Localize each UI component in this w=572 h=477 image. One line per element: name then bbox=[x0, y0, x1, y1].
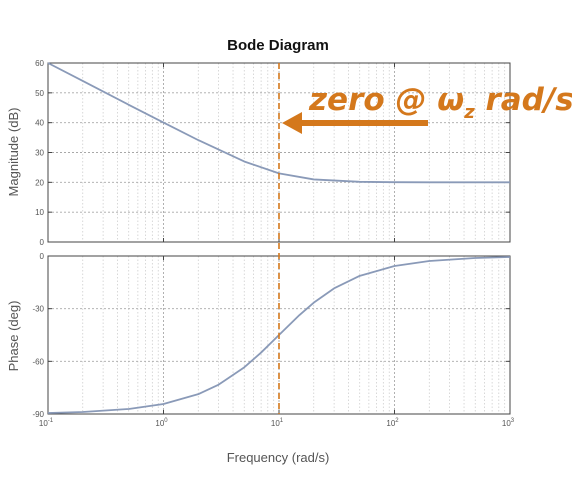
phase-y-axis-label: Phase (deg) bbox=[6, 301, 21, 372]
x-tick-label-exponent: 3 bbox=[511, 418, 515, 424]
omega-subscript: z bbox=[463, 102, 475, 123]
y-tick-label: 20 bbox=[35, 178, 44, 187]
x-tick-label-exponent: 2 bbox=[395, 418, 399, 424]
x-tick-label-exponent: -1 bbox=[48, 418, 54, 424]
annotation-text: zero @ bbox=[308, 82, 437, 118]
chart-title: Bode Diagram bbox=[227, 37, 329, 54]
x-tick-label: 102 bbox=[386, 418, 399, 428]
x-tick-label-base: 10 bbox=[502, 419, 511, 428]
x-tick-label-base: 10 bbox=[155, 419, 164, 428]
arrow-head bbox=[282, 112, 302, 134]
y-tick-label: 30 bbox=[35, 149, 44, 158]
y-tick-label: 0 bbox=[40, 238, 45, 247]
x-tick-label: 101 bbox=[271, 418, 284, 428]
x-tick-label-exponent: 0 bbox=[164, 418, 168, 424]
magnitude-panel: 0 10 20 30 40 50 60 bbox=[35, 59, 511, 247]
y-tick-label: -90 bbox=[32, 410, 44, 419]
y-tick-label: 40 bbox=[35, 119, 44, 128]
x-tick-label-base: 10 bbox=[39, 419, 48, 428]
y-tick-label: -60 bbox=[32, 357, 44, 366]
omega-symbol: ω bbox=[437, 82, 464, 118]
x-tick-label-exponent: 1 bbox=[280, 418, 284, 424]
y-tick-label: 60 bbox=[35, 59, 44, 68]
left-arrow-icon bbox=[282, 112, 428, 134]
x-axis-label: Frequency (rad/s) bbox=[227, 450, 330, 465]
zero-annotation: zero @ ωz rad/s bbox=[308, 82, 572, 123]
y-tick-label: 50 bbox=[35, 89, 44, 98]
x-tick-label-base: 10 bbox=[271, 419, 280, 428]
magnitude-y-axis-label: Magnitude (dB) bbox=[6, 108, 21, 197]
annotation-unit: rad/s bbox=[475, 82, 572, 118]
annotation-layer: zero @ ωz rad/s bbox=[278, 63, 572, 414]
x-tick-label: 100 bbox=[155, 418, 168, 428]
x-tick-label: 10-1 bbox=[39, 418, 54, 428]
y-tick-label: 0 bbox=[40, 252, 45, 261]
x-tick-label-base: 10 bbox=[386, 419, 395, 428]
y-tick-label: 10 bbox=[35, 208, 44, 217]
y-tick-label: -30 bbox=[32, 305, 44, 314]
x-tick-label: 103 bbox=[502, 418, 515, 428]
